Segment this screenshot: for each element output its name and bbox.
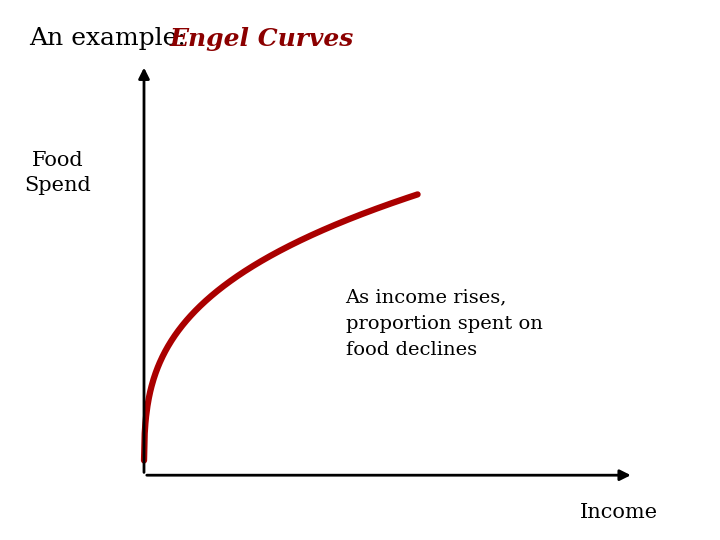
Text: As income rises,
proportion spent on
food declines: As income rises, proportion spent on foo… — [346, 288, 542, 360]
Text: An example:: An example: — [29, 27, 194, 50]
Text: Income: Income — [580, 503, 658, 523]
Text: Engel Curves: Engel Curves — [169, 27, 354, 51]
Text: Food
Spend: Food Spend — [24, 151, 91, 195]
